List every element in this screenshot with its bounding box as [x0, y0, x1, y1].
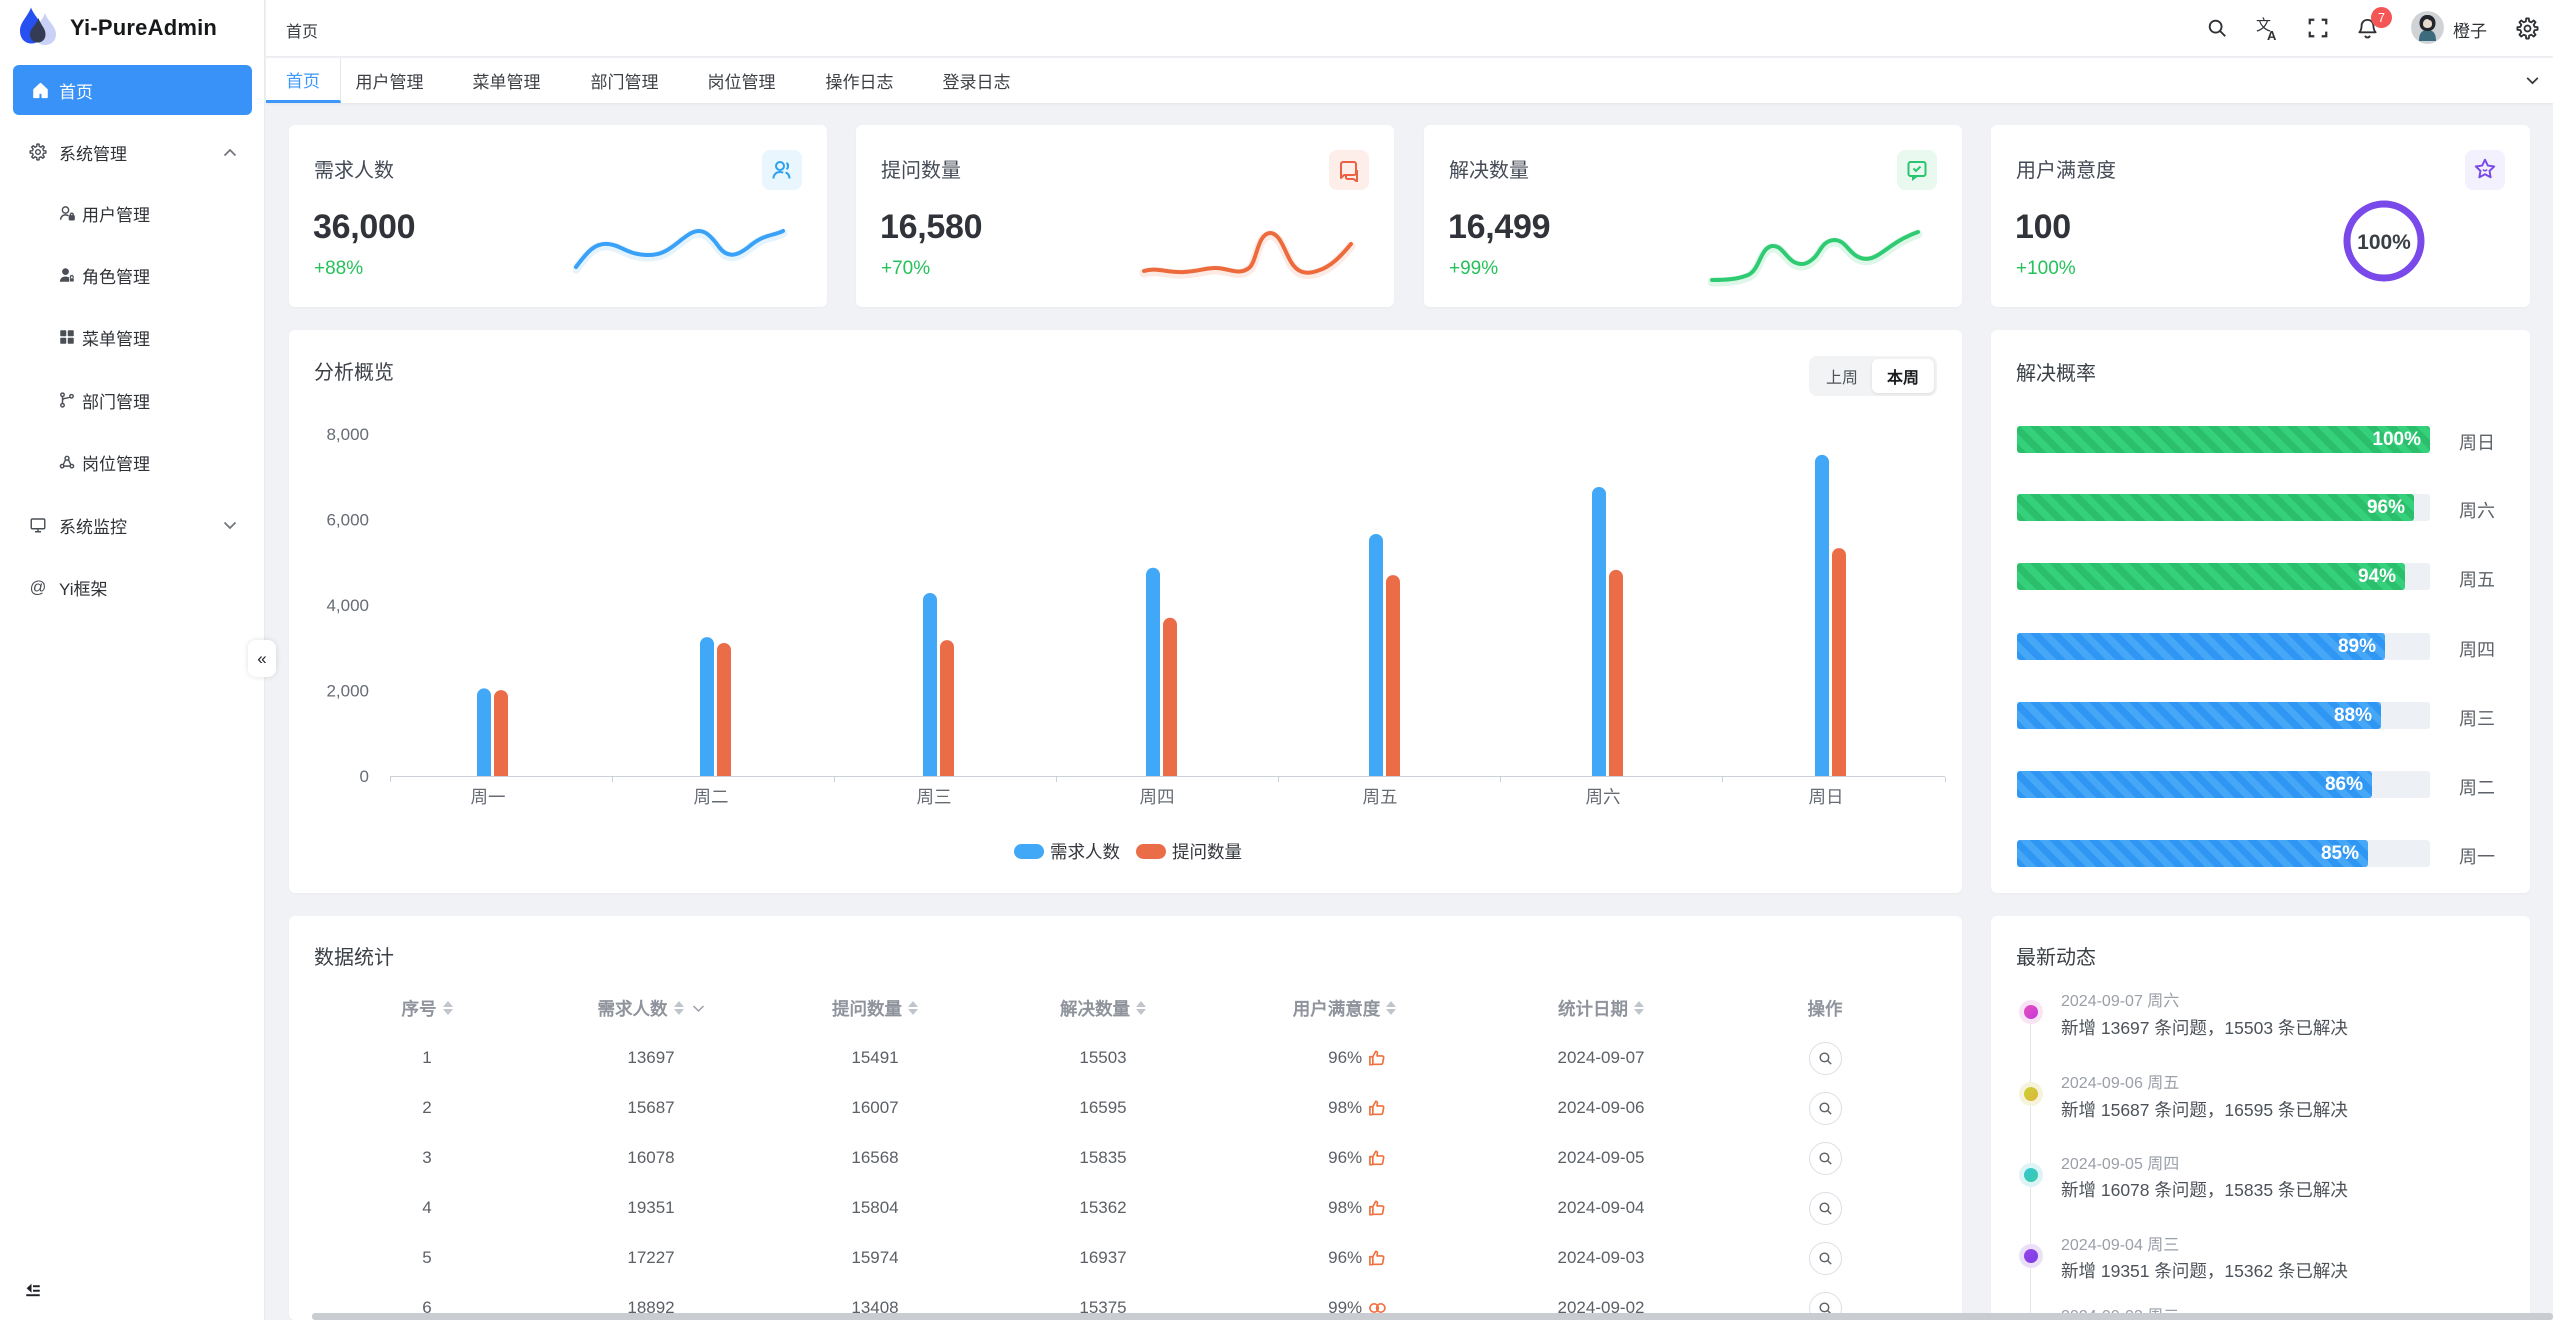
- svg-text:0: 0: [360, 767, 369, 786]
- svg-text:需求人数: 需求人数: [1050, 842, 1120, 862]
- svg-text:A: A: [2267, 28, 2277, 41]
- svg-text:提问数量: 提问数量: [1172, 842, 1242, 862]
- svg-text:100%: 100%: [2357, 231, 2411, 254]
- svg-text:周五: 周五: [1363, 787, 1398, 807]
- svg-text:周日: 周日: [1809, 787, 1844, 807]
- svg-text:周四: 周四: [1140, 787, 1175, 807]
- svg-text:文: 文: [2256, 17, 2271, 34]
- svg-text:4,000: 4,000: [326, 596, 369, 615]
- svg-text:8,000: 8,000: [326, 425, 369, 444]
- svg-text:6,000: 6,000: [326, 511, 369, 530]
- svg-text:周一: 周一: [471, 787, 506, 807]
- svg-text:周六: 周六: [1586, 787, 1621, 807]
- svg-text:周二: 周二: [694, 787, 729, 807]
- svg-text:@: @: [30, 578, 47, 596]
- svg-text:周三: 周三: [917, 787, 952, 807]
- svg-text:2,000: 2,000: [326, 682, 369, 701]
